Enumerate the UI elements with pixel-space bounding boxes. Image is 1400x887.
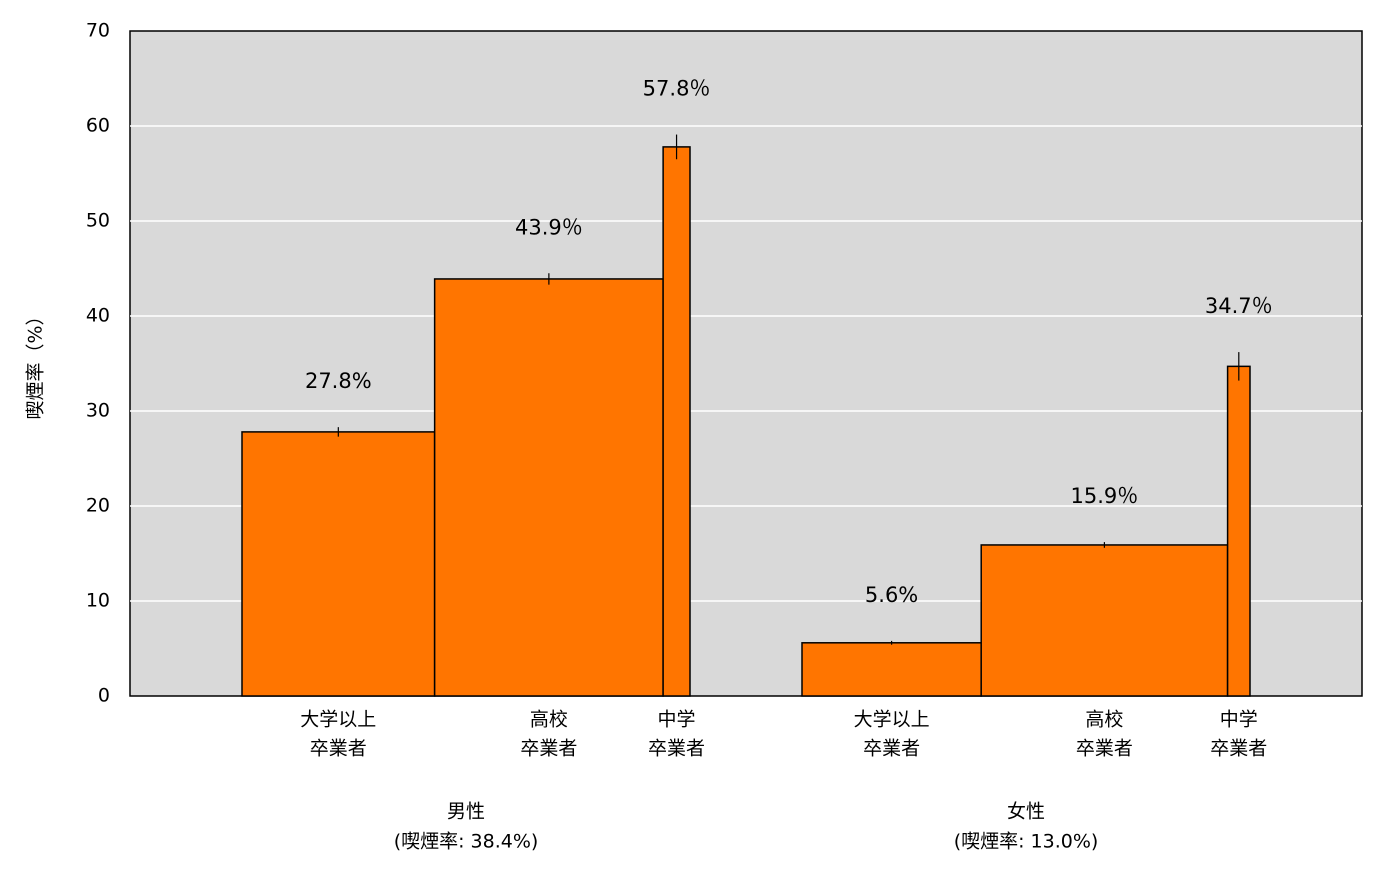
- y-tick-label: 30: [86, 400, 110, 422]
- bar: [433, 278, 664, 697]
- value-label: 15.9％: [1071, 484, 1139, 508]
- x-tick-label: 卒業者: [863, 738, 920, 760]
- group-subtitle: (喫煙率: 38.4%): [394, 831, 539, 853]
- value-label: 27.8%: [305, 369, 372, 393]
- x-tick-label: 高校: [530, 709, 568, 731]
- y-tick-label: 20: [86, 495, 110, 517]
- y-tick-label: 40: [86, 305, 110, 327]
- x-tick-label: 中学: [658, 709, 696, 731]
- value-label: 34.7％: [1205, 294, 1273, 318]
- y-axis-label: 喫煙率（%）: [25, 306, 47, 419]
- x-tick-label: 卒業者: [520, 738, 577, 760]
- value-label: 57.8％: [643, 77, 711, 101]
- y-tick-label: 10: [86, 590, 110, 612]
- x-tick-label: 卒業者: [648, 738, 705, 760]
- bar: [662, 146, 691, 697]
- x-tick-label: 卒業者: [1210, 738, 1267, 760]
- bar: [980, 544, 1229, 697]
- bar: [241, 431, 436, 697]
- bar: [801, 642, 982, 697]
- x-tick-label: 大学以上: [300, 709, 376, 731]
- x-tick-label: 卒業者: [310, 738, 367, 760]
- value-label: 43.9％: [515, 215, 583, 239]
- y-tick-label: 50: [86, 210, 110, 232]
- group-label: 男性: [447, 801, 485, 823]
- bar: [1226, 365, 1251, 697]
- y-tick-label: 0: [98, 685, 110, 707]
- x-tick-label: 卒業者: [1076, 738, 1133, 760]
- value-label: 5.6%: [865, 583, 918, 607]
- x-tick-label: 高校: [1085, 709, 1123, 731]
- group-label: 女性: [1007, 801, 1045, 823]
- y-tick-label: 60: [86, 115, 110, 137]
- x-tick-label: 中学: [1220, 709, 1258, 731]
- x-tick-label: 大学以上: [854, 709, 930, 731]
- y-tick-label: 70: [86, 20, 110, 42]
- group-subtitle: (喫煙率: 13.0%): [954, 831, 1099, 853]
